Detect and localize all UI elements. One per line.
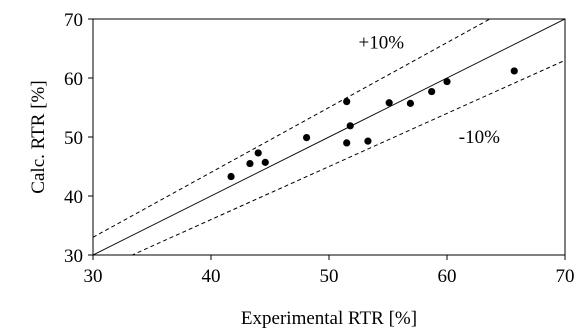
- x-tick-label-30: 30: [84, 266, 103, 287]
- y-tick-label-50: 50: [64, 128, 83, 149]
- data-point-5: [302, 133, 311, 142]
- x-tick-label-70: 70: [556, 266, 575, 287]
- x-tick-label-60: 60: [438, 266, 457, 287]
- reference-line-lower: [131, 59, 565, 255]
- data-point-10: [385, 99, 393, 107]
- annotation-minus-10: -10%: [459, 127, 500, 148]
- reference-line-upper: [93, 19, 491, 238]
- y-tick-label-40: 40: [64, 187, 83, 208]
- y-axis-title: Calc. RTR [%]: [28, 80, 49, 193]
- data-point-14: [510, 67, 518, 75]
- data-point-3: [254, 149, 262, 157]
- y-tick-label-60: 60: [64, 69, 83, 90]
- y-tick-label-30: 30: [64, 246, 83, 267]
- y-axis-ticks: 30 40 50 60 70: [64, 10, 93, 267]
- data-point-11: [406, 99, 415, 107]
- data-point-8: [346, 122, 354, 130]
- data-point-13: [443, 77, 451, 86]
- y-tick-label-70: 70: [64, 10, 83, 31]
- annotation-plus-10: +10%: [359, 33, 405, 54]
- annotations: +10% -10%: [359, 33, 501, 148]
- reference-lines: [93, 19, 565, 255]
- x-axis-ticks: 30 40 50 60 70: [84, 255, 575, 287]
- x-axis-title: Experimental RTR [%]: [241, 308, 417, 329]
- data-points: [227, 67, 518, 181]
- data-point-4: [261, 158, 269, 166]
- data-point-2: [246, 159, 254, 168]
- data-point-9: [364, 137, 372, 145]
- reference-line-identity: [93, 19, 565, 255]
- data-point-12: [428, 87, 436, 96]
- x-tick-label-40: 40: [202, 266, 221, 287]
- x-tick-label-50: 50: [320, 266, 339, 287]
- data-point-1: [227, 172, 235, 181]
- data-point-6: [343, 98, 351, 106]
- data-point-7: [343, 139, 351, 147]
